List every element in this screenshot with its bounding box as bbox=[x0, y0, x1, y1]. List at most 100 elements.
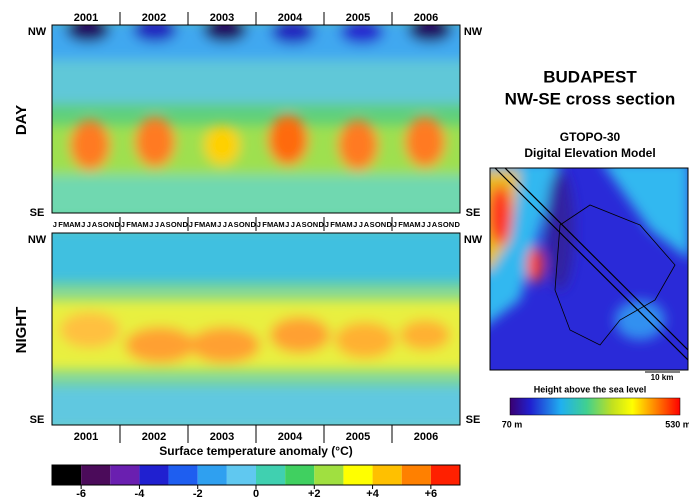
month-label: O bbox=[103, 220, 109, 229]
month-label: D bbox=[318, 220, 324, 229]
colorbar-tick-label: -6 bbox=[76, 488, 86, 500]
month-label: A bbox=[160, 220, 166, 229]
year-label: 2001 bbox=[74, 431, 98, 443]
nw-label: NW bbox=[464, 234, 483, 246]
map-source: GTOPO-30 bbox=[560, 130, 621, 144]
month-label: N bbox=[313, 220, 318, 229]
map-frame bbox=[489, 167, 689, 371]
month-label: S bbox=[166, 220, 171, 229]
month-label: N bbox=[381, 220, 386, 229]
month-label: J bbox=[223, 220, 227, 229]
month-label: M bbox=[346, 220, 352, 229]
month-label: A bbox=[296, 220, 302, 229]
month-label: M bbox=[403, 220, 409, 229]
month-label: J bbox=[291, 220, 295, 229]
month-label: A bbox=[228, 220, 234, 229]
month-label: F bbox=[262, 220, 267, 229]
month-label: A bbox=[364, 220, 370, 229]
month-label: M bbox=[131, 220, 137, 229]
month-label: J bbox=[325, 220, 329, 229]
colorbar-cell bbox=[314, 465, 344, 485]
month-label: D bbox=[250, 220, 256, 229]
colorbar-cell bbox=[285, 465, 315, 485]
year-label: 2006 bbox=[414, 12, 438, 24]
colorbar-cell bbox=[168, 465, 198, 485]
year-label: 2003 bbox=[210, 431, 234, 443]
colorbar-cell bbox=[343, 465, 373, 485]
year-label: 2003 bbox=[210, 12, 234, 24]
colorbar-title: Surface temperature anomaly (°C) bbox=[159, 444, 353, 458]
month-label: N bbox=[177, 220, 182, 229]
map-title: BUDAPEST bbox=[543, 67, 637, 86]
month-label: J bbox=[359, 220, 363, 229]
month-label: S bbox=[234, 220, 239, 229]
year-label: 2002 bbox=[142, 12, 166, 24]
month-label: J bbox=[285, 220, 289, 229]
month-label: A bbox=[205, 220, 211, 229]
elevation-min: 70 m bbox=[502, 419, 523, 429]
month-label: F bbox=[398, 220, 403, 229]
colorbar-cell bbox=[52, 465, 82, 485]
colorbar-cell bbox=[139, 465, 169, 485]
colorbar-cell bbox=[256, 465, 286, 485]
month-label: F bbox=[58, 220, 63, 229]
month-label: M bbox=[267, 220, 273, 229]
month-label: A bbox=[273, 220, 279, 229]
colorbar-tick-label: +4 bbox=[366, 488, 379, 500]
day-field bbox=[52, 25, 460, 213]
month-label: J bbox=[121, 220, 125, 229]
colorbar-tick-label: +2 bbox=[308, 488, 321, 500]
year-label: 2002 bbox=[142, 431, 166, 443]
colorbar-cell bbox=[197, 465, 227, 485]
colorbar-cell bbox=[110, 465, 140, 485]
night-field bbox=[52, 233, 460, 425]
night-label: NIGHT bbox=[13, 307, 30, 354]
colorbar-tick-label: 0 bbox=[253, 488, 259, 500]
nw-label: NW bbox=[28, 26, 47, 38]
month-label: A bbox=[432, 220, 438, 229]
month-label: M bbox=[63, 220, 69, 229]
month-label: F bbox=[194, 220, 199, 229]
month-label: J bbox=[427, 220, 431, 229]
month-label: M bbox=[74, 220, 80, 229]
year-label: 2005 bbox=[346, 431, 370, 443]
month-label: D bbox=[386, 220, 392, 229]
elevation-map bbox=[490, 168, 688, 370]
month-label: O bbox=[307, 220, 313, 229]
map-subtitle: NW-SE cross section bbox=[505, 89, 676, 108]
elevation-legend-title: Height above the sea level bbox=[534, 384, 647, 394]
month-label: O bbox=[443, 220, 449, 229]
nw-label: NW bbox=[464, 26, 483, 38]
colorbar-cell bbox=[430, 465, 460, 485]
month-label: J bbox=[217, 220, 221, 229]
se-label: SE bbox=[30, 414, 45, 426]
month-label: N bbox=[245, 220, 250, 229]
month-label: M bbox=[414, 220, 420, 229]
scale-label: 10 km bbox=[651, 373, 674, 382]
month-label: O bbox=[171, 220, 177, 229]
month-label: J bbox=[81, 220, 85, 229]
month-label: S bbox=[370, 220, 375, 229]
month-label: M bbox=[210, 220, 216, 229]
se-label: SE bbox=[466, 207, 481, 219]
year-label: 2004 bbox=[278, 12, 303, 24]
month-label: M bbox=[142, 220, 148, 229]
month-label: O bbox=[375, 220, 381, 229]
month-label: J bbox=[421, 220, 425, 229]
month-label: F bbox=[126, 220, 131, 229]
colorbar-tick-label: -4 bbox=[135, 488, 146, 500]
colorbar-cell bbox=[372, 465, 402, 485]
month-label: J bbox=[155, 220, 159, 229]
colorbar-cell bbox=[401, 465, 431, 485]
month-label: S bbox=[98, 220, 103, 229]
se-label: SE bbox=[30, 207, 45, 219]
year-label: 2001 bbox=[74, 12, 98, 24]
month-label: J bbox=[353, 220, 357, 229]
year-label: 2006 bbox=[414, 431, 438, 443]
month-label: D bbox=[182, 220, 188, 229]
month-label: A bbox=[409, 220, 415, 229]
colorbar-cell bbox=[81, 465, 111, 485]
elevation-max: 530 m bbox=[665, 419, 689, 429]
year-label: 2005 bbox=[346, 12, 370, 24]
month-label: S bbox=[438, 220, 443, 229]
